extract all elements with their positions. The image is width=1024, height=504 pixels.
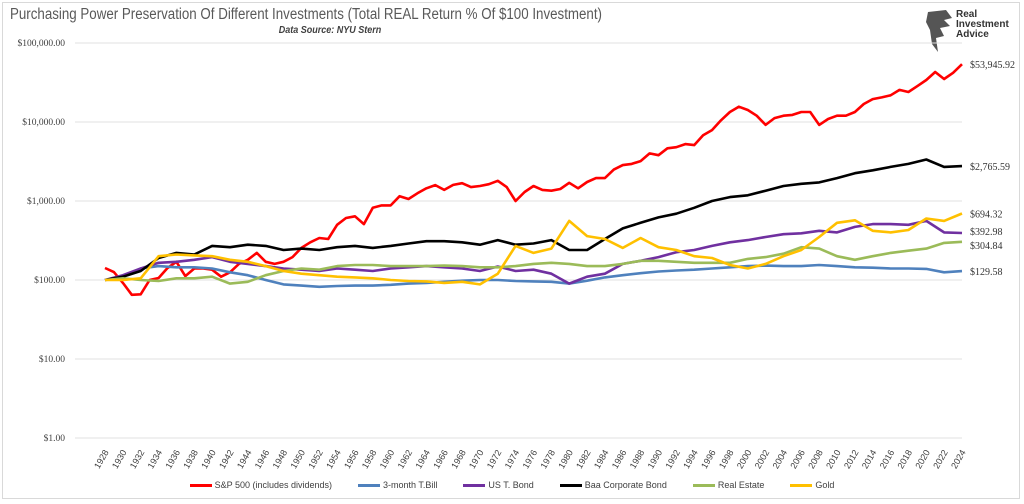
end-value-label: $53,945.92 [970, 60, 1015, 71]
x-tick-label: 1932 [128, 448, 147, 470]
x-tick-label: 1984 [592, 448, 611, 470]
y-tick-label: $1,000.00 [27, 196, 65, 207]
logo-text-line: Real [956, 9, 978, 20]
x-tick-label: 1948 [271, 448, 290, 470]
series-line-3-month-t-bill [104, 263, 963, 289]
x-tick-label: 1930 [110, 448, 129, 470]
legend-item: US T. Bond [463, 480, 534, 490]
x-tick-label: 2018 [895, 448, 914, 470]
x-tick-label: 1954 [324, 448, 343, 470]
series-line-s-p-500-includes-dividends- [104, 63, 963, 297]
x-tick-label: 2006 [788, 448, 807, 470]
legend: S&P 500 (includes dividends) 3-month T.Bi… [0, 480, 1024, 490]
x-tick-label: 1982 [574, 448, 593, 470]
series-line-us-t-bond [104, 219, 963, 285]
x-tick-label: 2010 [824, 448, 843, 470]
x-tick-label: 2014 [860, 448, 879, 470]
legend-swatch [358, 483, 381, 487]
legend-item: 3-month T.Bill [358, 480, 437, 490]
x-tick-label: 1938 [181, 448, 200, 470]
chart-title: Purchasing Power Preservation Of Differe… [10, 6, 602, 23]
logo-text-line: Investment [956, 19, 1009, 30]
legend-swatch [692, 483, 715, 487]
legend-label: Real Estate [717, 480, 765, 490]
x-tick-label: 1956 [342, 448, 361, 470]
x-tick-label: 1944 [235, 448, 254, 470]
x-tick-label: 1978 [538, 448, 557, 470]
legend-label: Baa Corporate Bond [584, 480, 667, 490]
x-tick-label: 2008 [806, 448, 825, 470]
x-tick-label: 1966 [431, 448, 450, 470]
end-value-label: $129.58 [970, 267, 1003, 278]
end-value-label: $304.84 [970, 241, 1003, 252]
x-tick-label: 2012 [842, 448, 861, 470]
x-tick-label: 1974 [503, 448, 522, 470]
y-tick-label: $100.00 [34, 275, 65, 286]
x-tick-label: 1940 [199, 448, 218, 470]
end-value-label: $694.32 [970, 210, 1003, 221]
x-tick-label: 1952 [306, 448, 325, 470]
y-tick-label: $100,000.00 [18, 38, 66, 49]
x-tick-label: 1992 [663, 448, 682, 470]
legend-item: Baa Corporate Bond [559, 480, 667, 490]
x-tick-label: 1988 [628, 448, 647, 470]
x-tick-label: 2016 [878, 448, 897, 470]
legend-swatch [559, 483, 582, 487]
x-tick-label: 1958 [360, 448, 379, 470]
logo-text: Real Investment Advice [956, 10, 1009, 40]
x-tick-label: 1942 [217, 448, 236, 470]
x-tick-label: 1976 [521, 448, 540, 470]
x-tick-label: 1934 [146, 448, 165, 470]
legend-label: Gold [815, 480, 835, 490]
x-tick-label: 1964 [413, 448, 432, 470]
x-tick-label: 2002 [753, 448, 772, 470]
x-tick-label: 2000 [735, 448, 754, 470]
legend-item: Gold [790, 480, 834, 490]
legend-label: S&P 500 (includes dividends) [214, 480, 333, 490]
x-tick-label: 2024 [949, 448, 968, 470]
y-tick-label: $10,000.00 [22, 117, 65, 128]
x-tick-label: 1996 [699, 448, 718, 470]
end-value-label: $2,765.59 [970, 162, 1010, 173]
legend-label: US T. Bond [488, 480, 534, 490]
y-tick-label: $1.00 [44, 433, 66, 444]
x-tick-label: 1946 [253, 448, 272, 470]
legend-item: S&P 500 (includes dividends) [189, 480, 333, 490]
legend-swatch [463, 483, 486, 487]
series-line-gold [105, 212, 963, 286]
x-tick-label: 2004 [771, 448, 790, 470]
x-tick-label: 1968 [449, 448, 468, 470]
end-value-label: $392.98 [970, 227, 1003, 238]
legend-label: 3-month T.Bill [383, 480, 438, 490]
chart-subtitle: Data Source: NYU Stern [278, 25, 382, 36]
x-tick-label: 1936 [163, 448, 182, 470]
logo-text-line: Advice [956, 29, 989, 40]
legend-swatch [189, 483, 212, 487]
x-tick-label: 1962 [396, 448, 415, 470]
x-tick-label: 2022 [931, 448, 950, 470]
x-tick-label: 1990 [646, 448, 665, 470]
x-tick-label: 2020 [913, 448, 932, 470]
x-tick-label: 1994 [681, 448, 700, 470]
x-tick-label: 1960 [378, 448, 397, 470]
logo: Real Investment Advice [924, 8, 1014, 54]
series-line-baa-corporate-bond [104, 158, 963, 282]
x-tick-label: 1986 [610, 448, 629, 470]
legend-item: Real Estate [692, 480, 765, 490]
x-tick-label: 1970 [467, 448, 486, 470]
legend-swatch [790, 483, 813, 487]
x-tick-label: 1928 [92, 448, 111, 470]
y-tick-label: $10.00 [39, 354, 65, 365]
x-tick-label: 1950 [288, 448, 307, 470]
eagle-logo-icon [926, 10, 952, 52]
x-tick-label: 1972 [485, 448, 504, 470]
x-tick-label: 1998 [717, 448, 736, 470]
series-line-real-estate [104, 240, 963, 285]
x-tick-label: 1980 [556, 448, 575, 470]
